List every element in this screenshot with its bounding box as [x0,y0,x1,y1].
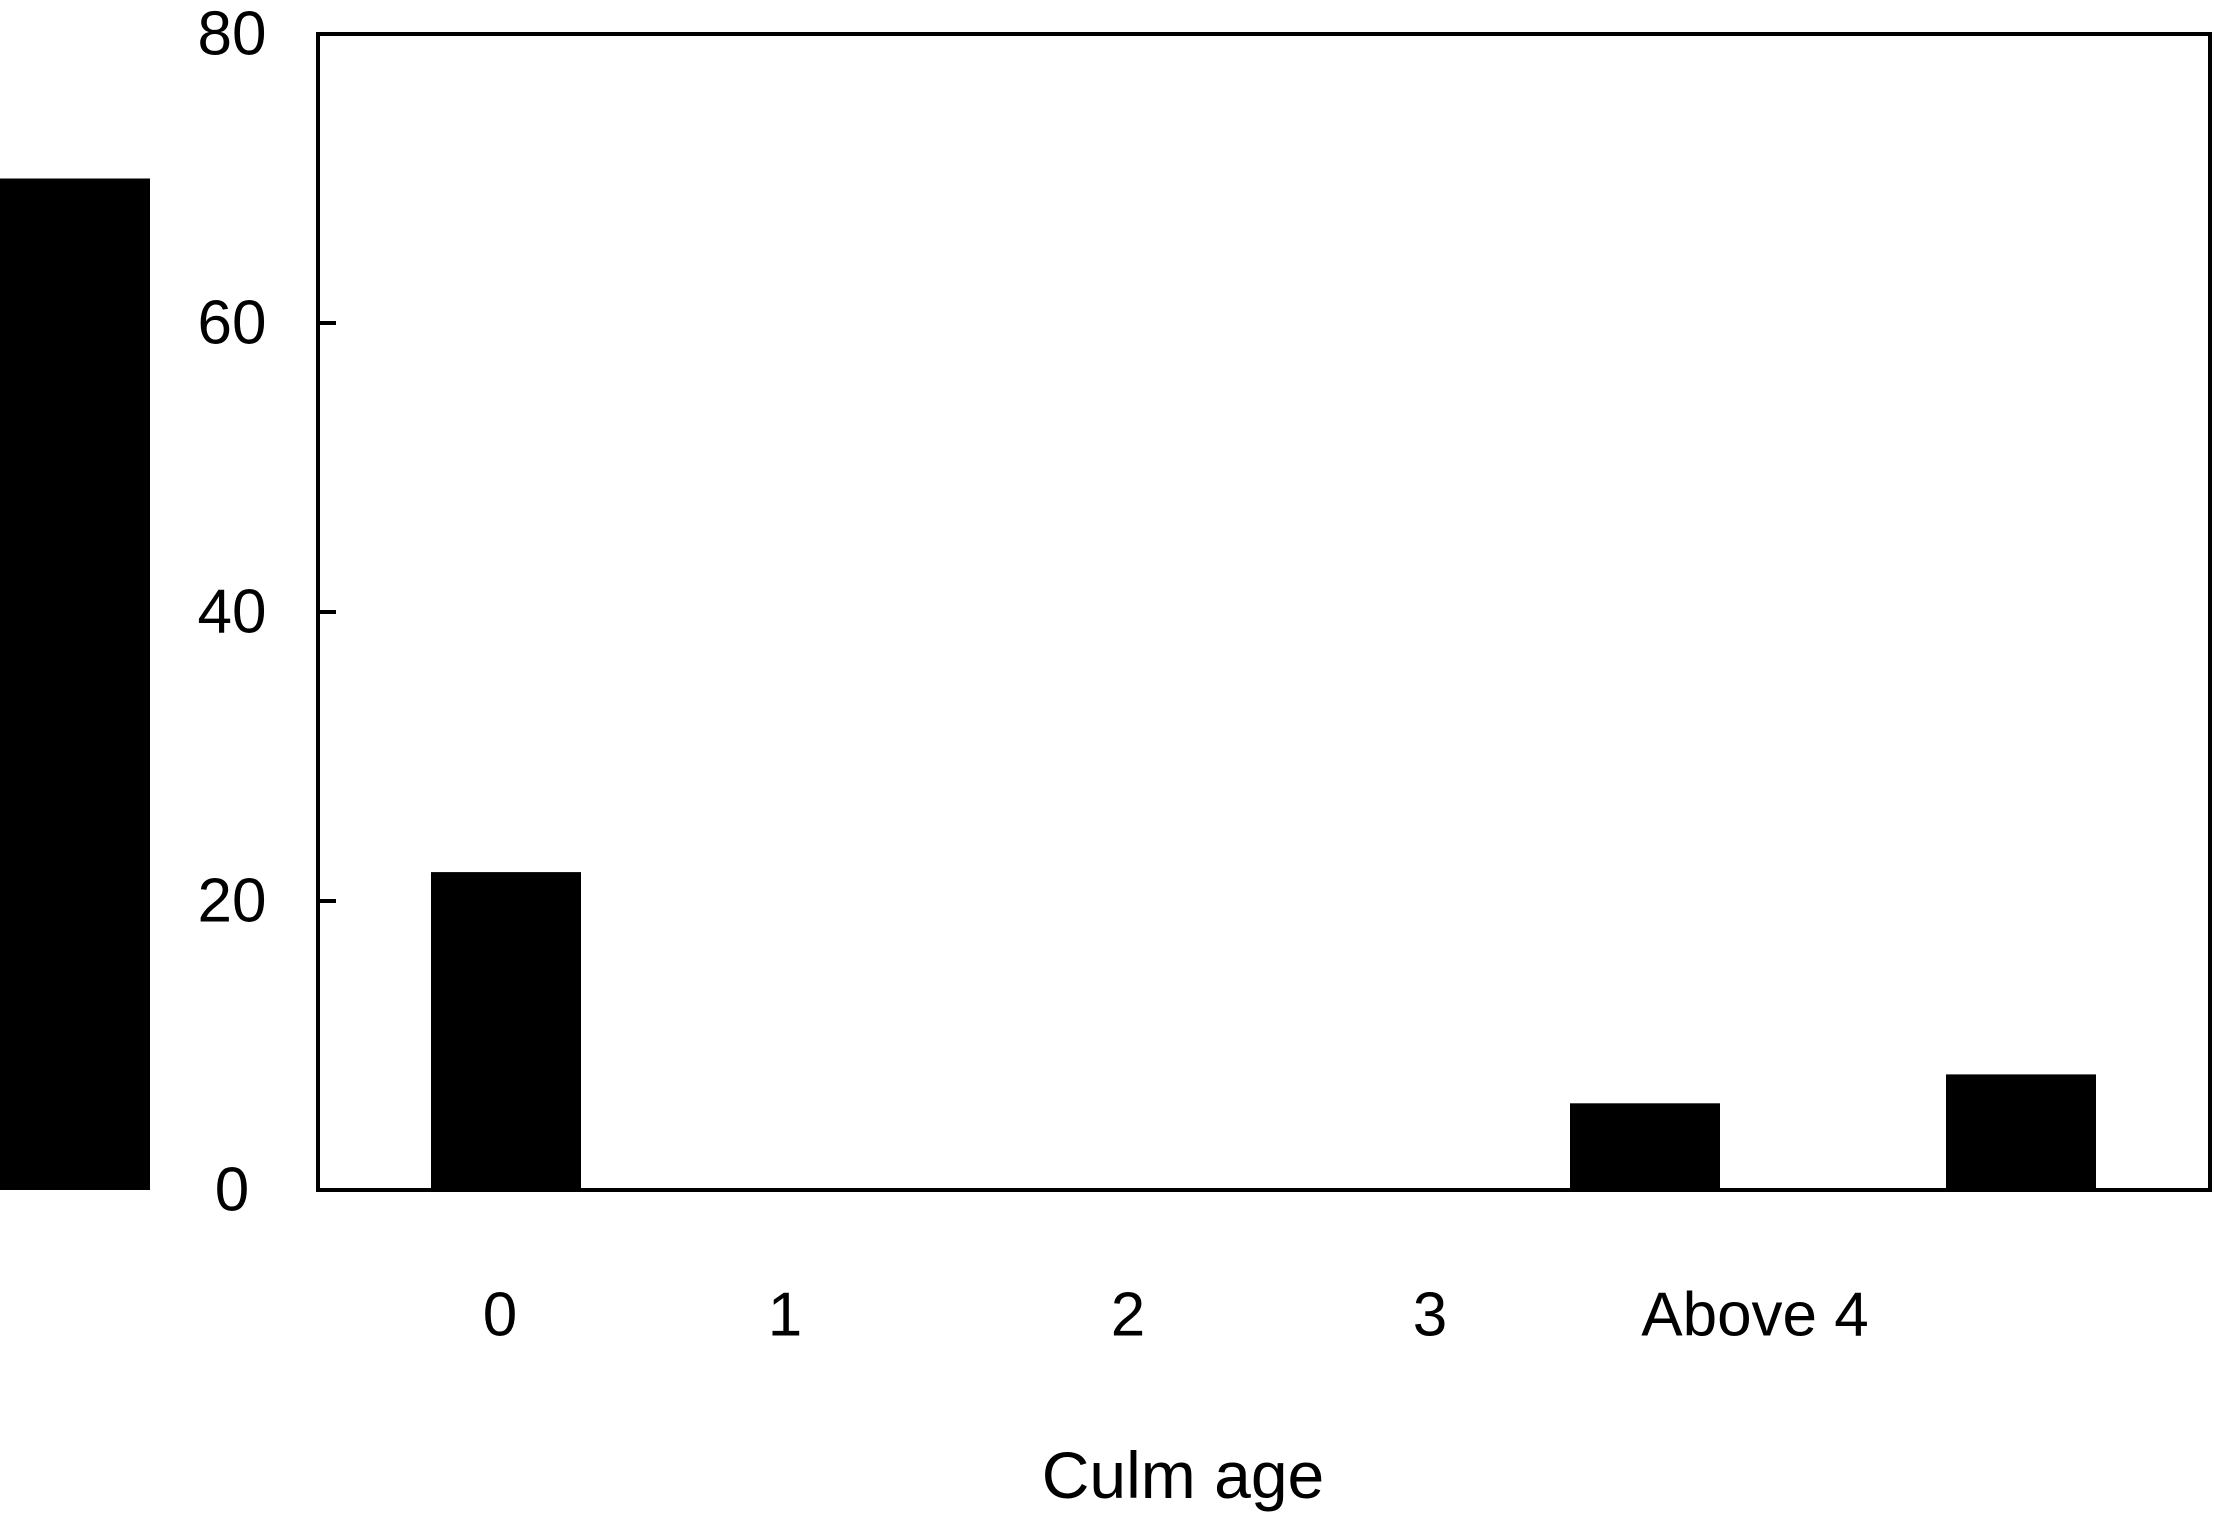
y-axis-label: Number of culms [1,306,75,805]
bar-4 [0,178,150,1190]
x-axis-ticks: 0 1 2 3 Above 4 [483,1281,1869,1350]
x-tick-label-0: 0 [483,1281,517,1350]
y-tick-label-0: 0 [215,1156,249,1225]
plot-frame [316,32,2212,1192]
x-tick-label-1: 1 [768,1281,802,1350]
y-tick-label-4: 80 [198,0,267,69]
y-tick-label-3: 60 [198,289,267,358]
bar-0 [431,872,581,1190]
y-axis-ticks: 0 20 40 60 80 [198,0,336,1225]
y-tick-label-1: 20 [198,867,267,936]
x-tick-label-4: Above 4 [1641,1281,1869,1350]
x-tick-label-2: 2 [1111,1281,1145,1350]
bars-layer [0,178,2096,1190]
y-tick-label-2: 40 [198,578,267,647]
x-axis-label: Culm age [1042,1438,1324,1512]
bar-2 [1570,1103,1720,1190]
x-tick-label-3: 3 [1413,1281,1447,1350]
bar-3 [1946,1074,2096,1190]
